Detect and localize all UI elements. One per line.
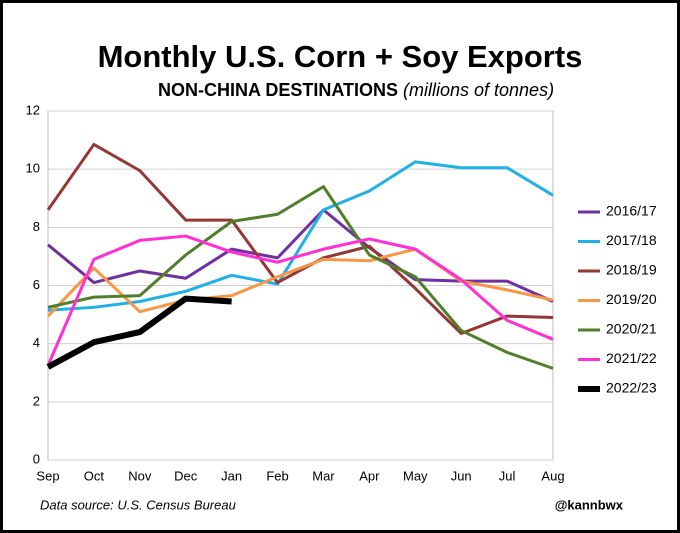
x-tick-label: Mar — [312, 468, 335, 483]
x-tick-label: Dec — [174, 468, 198, 483]
series-line — [46, 295, 232, 370]
credit: @kannbwx — [555, 497, 624, 512]
x-tick-label: Feb — [266, 468, 288, 483]
legend-label: 2019/20 — [606, 291, 657, 307]
chart-title: Monthly U.S. Corn + Soy Exports — [98, 39, 583, 74]
series-line — [47, 185, 554, 370]
subtitle-note: (millions of tonnes) — [403, 80, 554, 100]
series-line — [46, 234, 554, 367]
legend-label: 2020/21 — [606, 321, 657, 337]
x-tick-label: Apr — [359, 468, 380, 483]
x-tick-label: May — [403, 468, 428, 483]
x-tick-label: Nov — [128, 468, 152, 483]
legend-label: 2017/18 — [606, 232, 657, 248]
x-tick-label: Aug — [541, 468, 564, 483]
y-tick-label: 0 — [33, 451, 40, 466]
y-tick-label: 10 — [26, 161, 40, 176]
series-line — [46, 142, 554, 335]
x-tick-label: Oct — [84, 468, 105, 483]
legend-label: 2016/17 — [606, 203, 657, 219]
y-tick-label: 6 — [33, 277, 40, 292]
y-tick-label: 8 — [33, 219, 40, 234]
legend-label: 2018/19 — [606, 262, 657, 278]
source-note: Data source: U.S. Census Bureau — [40, 497, 236, 512]
y-tick-label: 2 — [33, 393, 40, 408]
y-tick-label: 4 — [33, 335, 40, 350]
chart-subtitle: NON-CHINA DESTINATIONS — [158, 80, 398, 100]
x-tick-label: Jun — [451, 468, 472, 483]
y-tick-label: 12 — [26, 102, 40, 117]
x-tick-label: Jan — [221, 468, 242, 483]
series-line — [46, 247, 554, 318]
x-tick-label: Sep — [36, 468, 59, 483]
legend-label: 2021/22 — [606, 350, 657, 366]
legend-label: 2022/23 — [606, 380, 657, 396]
x-tick-label: Jul — [499, 468, 516, 483]
